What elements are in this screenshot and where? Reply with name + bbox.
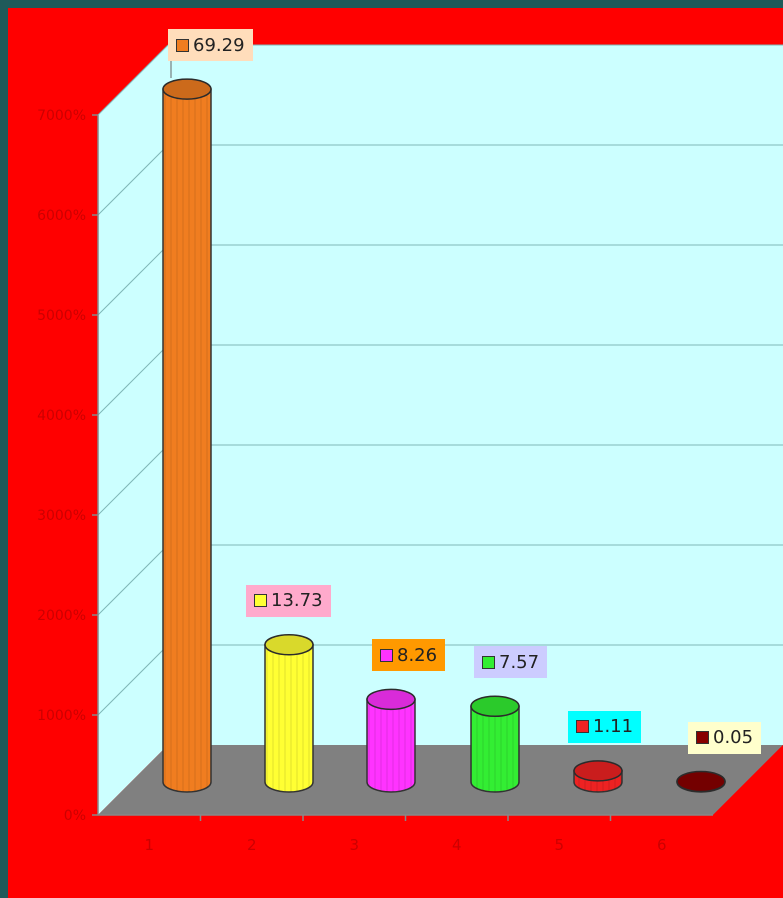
label-color-key bbox=[576, 720, 589, 734]
bar-top bbox=[676, 770, 726, 793]
right-red-corner bbox=[713, 745, 783, 815]
y-tick-label: 0% bbox=[64, 808, 86, 824]
gridlines bbox=[97, 44, 783, 716]
bar-top bbox=[162, 78, 212, 100]
bar-6 bbox=[676, 770, 726, 793]
label-value: 1.11 bbox=[593, 716, 634, 738]
x-tick-label: 3 bbox=[349, 836, 359, 854]
x-axis-ticks: 1 2 3 4 5 6 bbox=[144, 815, 667, 854]
gridline-side bbox=[97, 144, 169, 216]
gridline-side bbox=[97, 244, 169, 316]
bar-top bbox=[573, 760, 623, 782]
label-value: 8.26 bbox=[397, 644, 438, 666]
x-tick-label: 5 bbox=[554, 836, 564, 854]
side-wall bbox=[98, 45, 168, 815]
bar-3 bbox=[366, 688, 416, 793]
label-color-key bbox=[254, 594, 267, 608]
bar-shading bbox=[367, 699, 415, 792]
bar-5 bbox=[573, 760, 623, 793]
label-color-key bbox=[482, 655, 495, 669]
gridline-side bbox=[97, 44, 169, 116]
bar-1 bbox=[162, 78, 212, 793]
x-tick-label: 1 bbox=[144, 836, 154, 854]
y-tick-label: 1000% bbox=[37, 708, 86, 724]
y-tick-label: 4000% bbox=[37, 408, 86, 424]
x-tick-label: 6 bbox=[657, 836, 667, 854]
label-value: 69.29 bbox=[193, 34, 245, 56]
y-tick-label: 6000% bbox=[37, 208, 86, 224]
data-label-1: 69.29 bbox=[168, 29, 253, 62]
gridline-side bbox=[97, 444, 169, 516]
y-tick-label: 2000% bbox=[37, 608, 86, 624]
back-wall bbox=[168, 45, 783, 745]
data-label-6: 0.05 bbox=[688, 721, 762, 754]
bar-shading bbox=[265, 644, 313, 792]
gridline-side bbox=[97, 344, 169, 416]
label-value: 0.05 bbox=[713, 727, 754, 748]
data-label-5: 1.11 bbox=[568, 710, 642, 743]
bar-top bbox=[470, 695, 520, 718]
bar-4 bbox=[470, 695, 520, 793]
y-tick-label: 3000% bbox=[37, 508, 86, 524]
bar-shading bbox=[163, 89, 211, 793]
label-color-key bbox=[696, 731, 709, 744]
data-label-4: 7.57 bbox=[474, 646, 548, 679]
label-value: 7.57 bbox=[499, 651, 540, 673]
label-value: 13.73 bbox=[271, 590, 323, 612]
bar-shading bbox=[471, 706, 519, 792]
label-color-key bbox=[380, 648, 393, 662]
label-color-key bbox=[176, 38, 189, 52]
bar-2 bbox=[264, 633, 314, 793]
bar-top bbox=[366, 688, 416, 711]
gridline-side bbox=[97, 544, 169, 616]
y-tick-label: 7000% bbox=[37, 108, 86, 124]
y-tick-label: 5000% bbox=[37, 308, 86, 324]
data-label-3: 8.26 bbox=[372, 639, 446, 672]
gridline-side bbox=[97, 644, 169, 716]
bar-top bbox=[264, 633, 314, 656]
x-tick-label: 4 bbox=[452, 836, 462, 854]
bars bbox=[162, 46, 726, 793]
x-tick-label: 2 bbox=[247, 836, 257, 854]
data-label-2: 13.73 bbox=[246, 584, 331, 617]
y-axis-ticks: 0% 1000% 2000% 3000% 4000% 5000% 6000% 7000% bbox=[37, 108, 98, 824]
